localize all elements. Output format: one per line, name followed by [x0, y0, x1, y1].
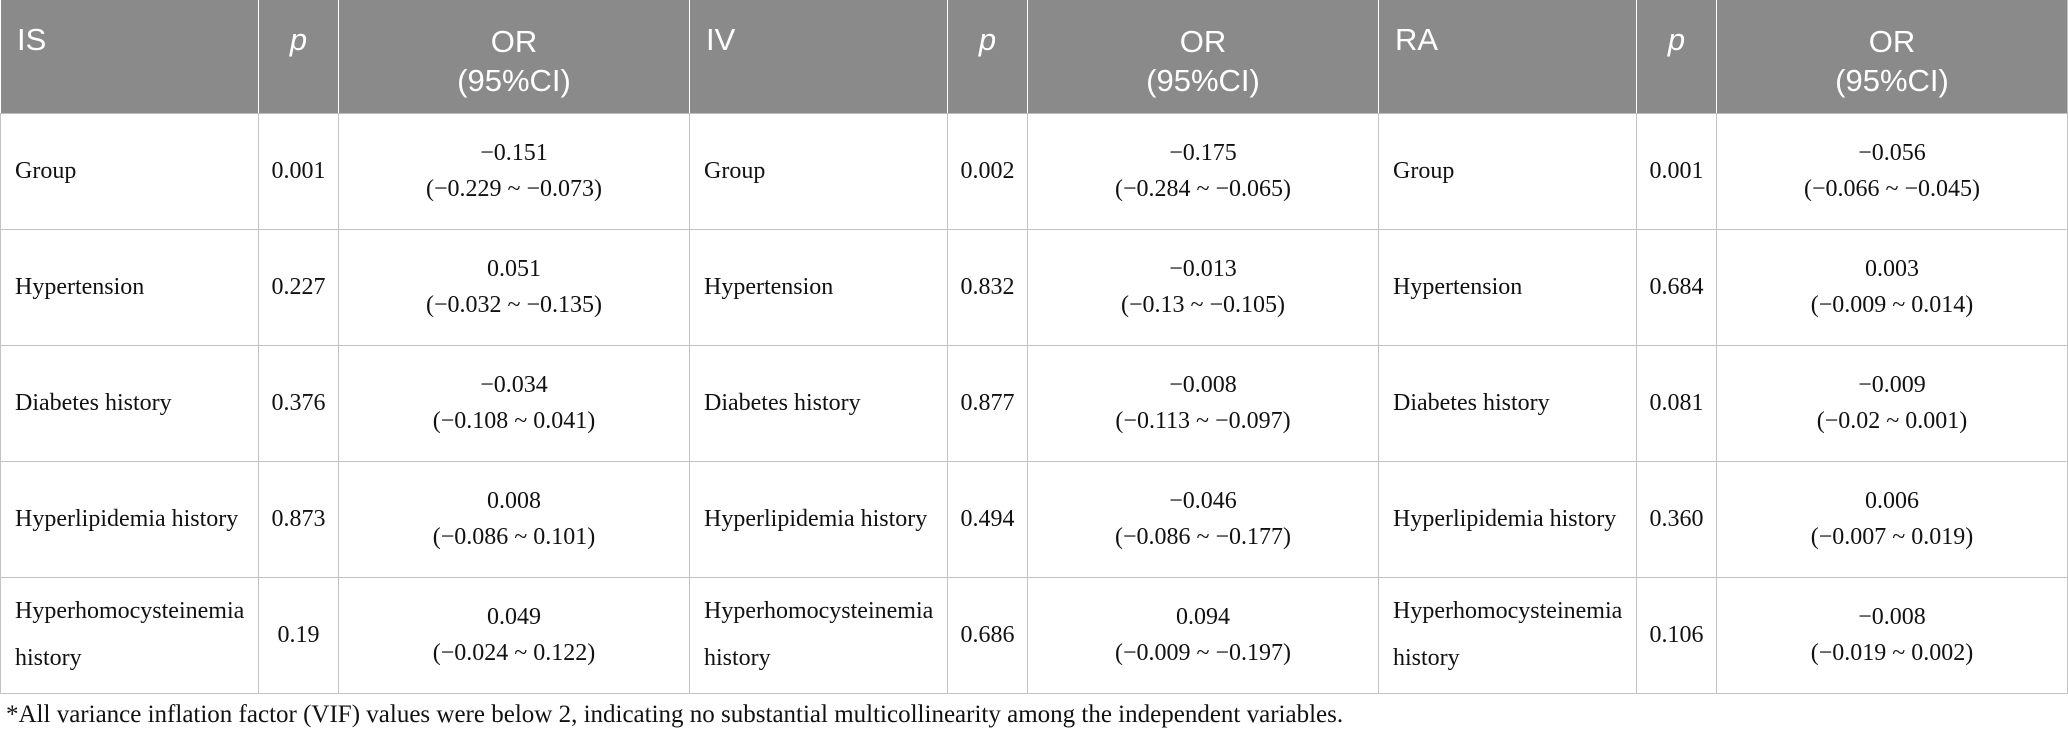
or-ci-cell: −0.008 (−0.113 ~ −0.097): [1027, 344, 1379, 462]
p-value-cell: 0.684: [1636, 228, 1717, 346]
p-value-cell: 0.686: [947, 576, 1028, 694]
or-value: −0.151: [480, 140, 548, 166]
ci-value: (−0.086 ~ 0.101): [432, 524, 596, 550]
ci-value: (−0.13 ~ −0.105): [1120, 292, 1286, 318]
or-header-line1: OR: [490, 24, 538, 59]
ci-value: (−0.009 ~ −0.197): [1114, 640, 1292, 666]
variable-cell: Diabetes history: [0, 344, 259, 462]
p-value-cell: 0.360: [1636, 460, 1717, 578]
ci-value: (−0.02 ~ 0.001): [1816, 408, 1968, 434]
or-ci-cell: −0.008 (−0.019 ~ 0.002): [1716, 576, 2068, 694]
column-header-p-ra: p: [1636, 0, 1717, 114]
or-value: −0.009: [1858, 372, 1926, 398]
variable-cell: Diabetes history: [689, 344, 948, 462]
table-footnote: *All variance inflation factor (VIF) val…: [6, 700, 1344, 728]
or-ci-cell: 0.049 (−0.024 ~ 0.122): [338, 576, 690, 694]
or-ci-cell: 0.051 (−0.032 ~ −0.135): [338, 228, 690, 346]
p-value-cell: 0.002: [947, 112, 1028, 230]
variable-cell: Group: [0, 112, 259, 230]
or-ci-cell: 0.006 (−0.007 ~ 0.019): [1716, 460, 2068, 578]
or-ci-cell: −0.175 (−0.284 ~ −0.065): [1027, 112, 1379, 230]
or-value: −0.013: [1169, 256, 1237, 282]
table-row-hyperhomocysteinemia-history: Hyperhomocysteinemia history 0.19 0.049 …: [0, 576, 2068, 694]
or-header-line2: (95%CI): [1146, 63, 1260, 98]
or-value: 0.051: [487, 256, 541, 282]
ci-value: (−0.007 ~ 0.019): [1810, 524, 1974, 550]
or-value: −0.034: [480, 372, 548, 398]
ci-value: (−0.032 ~ −0.135): [425, 292, 603, 318]
table-row-hypertension: Hypertension 0.227 0.051 (−0.032 ~ −0.13…: [0, 228, 2068, 346]
column-header-ra: RA: [1378, 0, 1637, 114]
or-ci-cell: −0.151 (−0.229 ~ −0.073): [338, 112, 690, 230]
column-header-p-iv: p: [947, 0, 1028, 114]
ci-value: (−0.086 ~ −0.177): [1114, 524, 1292, 550]
or-value: 0.003: [1865, 256, 1919, 282]
variable-cell: Group: [1378, 112, 1637, 230]
p-value-cell: 0.001: [258, 112, 339, 230]
or-value: −0.175: [1169, 140, 1237, 166]
p-value-cell: 0.081: [1636, 344, 1717, 462]
table-row-hyperlipidemia-history: Hyperlipidemia history 0.873 0.008 (−0.0…: [0, 460, 2068, 578]
or-ci-cell: 0.094 (−0.009 ~ −0.197): [1027, 576, 1379, 694]
variable-cell: Group: [689, 112, 948, 230]
or-ci-cell: −0.046 (−0.086 ~ −0.177): [1027, 460, 1379, 578]
or-value: −0.056: [1858, 140, 1926, 166]
column-header-or-iv: OR (95%CI): [1027, 0, 1379, 114]
table-header-row: IS p OR (95%CI) IV p OR (95%CI) RA p OR …: [0, 0, 2068, 114]
variable-cell: Hyperhomocysteinemia history: [1378, 576, 1637, 694]
regression-table: IS p OR (95%CI) IV p OR (95%CI) RA p OR …: [0, 0, 2068, 694]
variable-cell: Hypertension: [0, 228, 259, 346]
variable-cell: Hyperlipidemia history: [689, 460, 948, 578]
p-value-cell: 0.227: [258, 228, 339, 346]
ci-value: (−0.019 ~ 0.002): [1810, 640, 1974, 666]
ci-value: (−0.229 ~ −0.073): [425, 176, 603, 202]
p-value-cell: 0.832: [947, 228, 1028, 346]
ci-value: (−0.108 ~ 0.041): [432, 408, 596, 434]
or-value: 0.008: [487, 488, 541, 514]
or-value: 0.094: [1176, 604, 1230, 630]
variable-cell: Hyperhomocysteinemia history: [0, 576, 259, 694]
column-header-is: IS: [0, 0, 259, 114]
or-value: 0.006: [1865, 488, 1919, 514]
p-value-cell: 0.494: [947, 460, 1028, 578]
or-header-line1: OR: [1868, 24, 1916, 59]
variable-cell: Hyperhomocysteinemia history: [689, 576, 948, 694]
variable-cell: Hyperlipidemia history: [0, 460, 259, 578]
column-header-or-ra: OR (95%CI): [1716, 0, 2068, 114]
or-header-line2: (95%CI): [1835, 63, 1949, 98]
column-header-or-is: OR (95%CI): [338, 0, 690, 114]
or-header-line1: OR: [1179, 24, 1227, 59]
or-ci-cell: 0.003 (−0.009 ~ 0.014): [1716, 228, 2068, 346]
p-value-cell: 0.877: [947, 344, 1028, 462]
ci-value: (−0.024 ~ 0.122): [432, 640, 596, 666]
p-value-cell: 0.873: [258, 460, 339, 578]
or-ci-cell: −0.013 (−0.13 ~ −0.105): [1027, 228, 1379, 346]
variable-cell: Hypertension: [689, 228, 948, 346]
ci-value: (−0.284 ~ −0.065): [1114, 176, 1292, 202]
p-value-cell: 0.376: [258, 344, 339, 462]
ci-value: (−0.066 ~ −0.045): [1803, 176, 1981, 202]
table-row-group: Group 0.001 −0.151 (−0.229 ~ −0.073) Gro…: [0, 112, 2068, 230]
or-ci-cell: −0.056 (−0.066 ~ −0.045): [1716, 112, 2068, 230]
ci-value: (−0.113 ~ −0.097): [1115, 408, 1291, 434]
or-ci-cell: −0.009 (−0.02 ~ 0.001): [1716, 344, 2068, 462]
ci-value: (−0.009 ~ 0.014): [1810, 292, 1974, 318]
column-header-iv: IV: [689, 0, 948, 114]
p-value-cell: 0.106: [1636, 576, 1717, 694]
table-row-diabetes-history: Diabetes history 0.376 −0.034 (−0.108 ~ …: [0, 344, 2068, 462]
or-value: −0.008: [1858, 604, 1926, 630]
column-header-p-is: p: [258, 0, 339, 114]
p-value-cell: 0.001: [1636, 112, 1717, 230]
variable-cell: Hyperlipidemia history: [1378, 460, 1637, 578]
variable-cell: Hypertension: [1378, 228, 1637, 346]
variable-cell: Diabetes history: [1378, 344, 1637, 462]
or-ci-cell: −0.034 (−0.108 ~ 0.041): [338, 344, 690, 462]
or-ci-cell: 0.008 (−0.086 ~ 0.101): [338, 460, 690, 578]
or-header-line2: (95%CI): [457, 63, 571, 98]
p-value-cell: 0.19: [258, 576, 339, 694]
or-value: −0.008: [1169, 372, 1237, 398]
or-value: −0.046: [1169, 488, 1237, 514]
or-value: 0.049: [487, 604, 541, 630]
